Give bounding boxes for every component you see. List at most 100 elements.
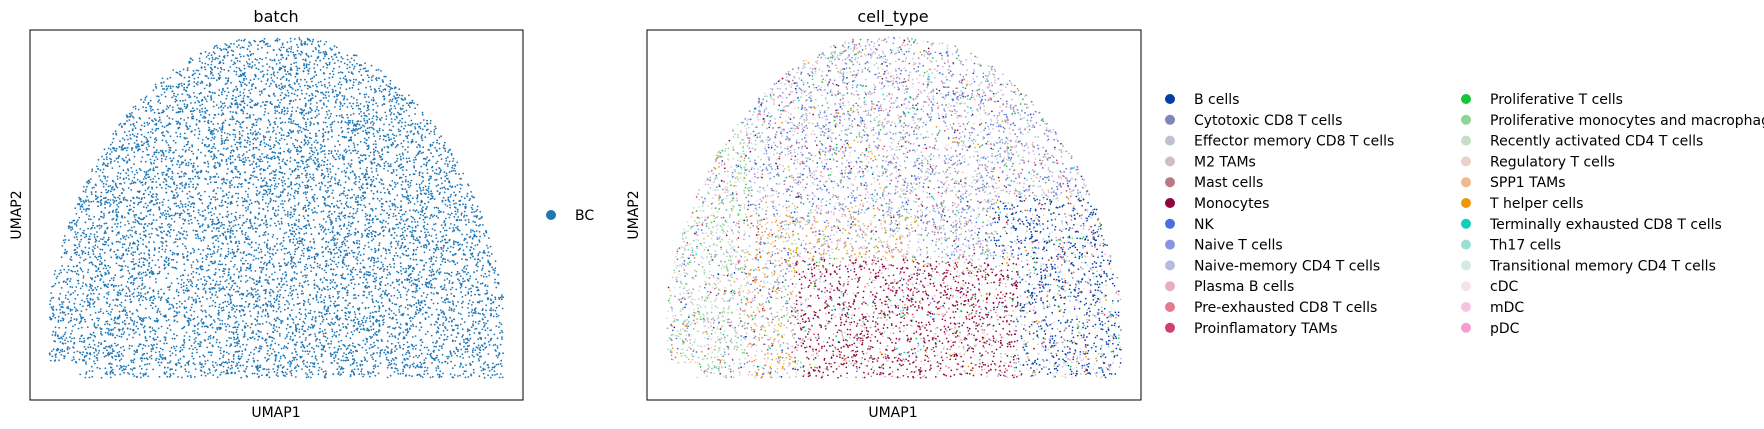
- scatter-point: [233, 273, 236, 276]
- scatter-point: [248, 159, 251, 162]
- scatter-point: [320, 368, 323, 371]
- scatter-point: [156, 95, 159, 98]
- scatter-point: [288, 251, 290, 254]
- scatter-point: [296, 153, 299, 156]
- scatter-point: [340, 126, 343, 129]
- scatter-point: [165, 217, 167, 220]
- scatter-point: [359, 254, 362, 257]
- scatter-point: [418, 354, 421, 357]
- scatter-point: [339, 87, 342, 89]
- scatter-point: [270, 77, 273, 79]
- scatter-point: [308, 94, 311, 97]
- scatter-point: [276, 185, 278, 188]
- scatter-point: [375, 102, 377, 105]
- scatter-point: [280, 248, 283, 251]
- scatter-point: [320, 84, 323, 87]
- scatter-point: [429, 217, 431, 220]
- scatter-point: [235, 230, 238, 232]
- scatter-point: [404, 188, 407, 191]
- scatter-point: [463, 321, 466, 323]
- scatter-point: [116, 225, 118, 228]
- scatter-point: [441, 254, 444, 256]
- scatter-point: [406, 102, 408, 105]
- scatter-point: [394, 91, 397, 94]
- scatter-point: [171, 266, 174, 269]
- scatter-point: [171, 191, 174, 193]
- scatter-point: [383, 314, 386, 317]
- scatter-point: [94, 244, 97, 247]
- scatter-point: [185, 182, 187, 185]
- scatter-point: [204, 68, 207, 71]
- scatter-point: [487, 340, 490, 343]
- scatter-point: [215, 280, 218, 283]
- chart-title: batch: [253, 7, 298, 26]
- scatter-point: [308, 257, 311, 260]
- scatter-point: [315, 149, 318, 152]
- scatter-point: [323, 308, 326, 310]
- scatter-point: [349, 279, 352, 281]
- scatter-point: [409, 184, 412, 187]
- scatter-point: [427, 231, 429, 234]
- scatter-point: [384, 284, 387, 287]
- scatter-point: [155, 346, 158, 349]
- scatter-point: [438, 345, 441, 347]
- scatter-point: [175, 131, 178, 134]
- scatter-point: [212, 105, 215, 108]
- scatter-point: [296, 242, 299, 244]
- scatter-point: [487, 366, 490, 369]
- scatter-point: [423, 221, 426, 224]
- scatter-point: [328, 117, 330, 120]
- scatter-point: [306, 166, 309, 169]
- scatter-point: [67, 265, 70, 267]
- scatter-point: [230, 145, 233, 148]
- scatter-point: [311, 362, 314, 365]
- scatter-point: [161, 231, 163, 234]
- scatter-point: [272, 248, 274, 251]
- scatter-point: [289, 216, 292, 219]
- scatter-point: [422, 214, 425, 217]
- scatter-point: [378, 323, 381, 325]
- scatter-point: [468, 311, 470, 314]
- scatter-point: [294, 356, 297, 359]
- scatter-point: [147, 124, 149, 126]
- scatter-point: [343, 190, 345, 193]
- scatter-point: [238, 133, 241, 135]
- scatter-point: [352, 81, 355, 84]
- scatter-point: [214, 271, 217, 274]
- scatter-point: [416, 103, 419, 106]
- scatter-point: [410, 304, 413, 307]
- scatter-point: [212, 123, 215, 125]
- scatter-point: [116, 365, 118, 367]
- scatter-point: [494, 267, 497, 270]
- scatter-point: [245, 274, 247, 277]
- scatter-point: [281, 222, 283, 225]
- scatter-point: [282, 239, 285, 242]
- scatter-point: [301, 286, 304, 288]
- scatter-point: [351, 268, 354, 271]
- scatter-point: [232, 307, 235, 310]
- scatter-point: [187, 208, 189, 211]
- scatter-point: [433, 198, 436, 201]
- scatter-point: [52, 305, 55, 308]
- scatter-point: [127, 142, 130, 145]
- scatter-point: [372, 103, 374, 106]
- scatter-point: [326, 66, 328, 69]
- scatter-point: [246, 289, 249, 292]
- scatter-point: [123, 131, 126, 134]
- scatter-point: [355, 212, 357, 215]
- scatter-point: [209, 96, 212, 99]
- scatter-point: [433, 129, 436, 131]
- scatter-point: [195, 337, 198, 339]
- scatter-point: [161, 214, 164, 216]
- scatter-point: [218, 306, 221, 308]
- scatter-point: [483, 252, 486, 255]
- scatter-point: [342, 367, 345, 370]
- scatter-point: [492, 309, 495, 311]
- scatter-point: [96, 317, 99, 320]
- scatter-point: [82, 282, 84, 284]
- scatter-point: [216, 364, 219, 366]
- scatter-point: [90, 178, 92, 180]
- scatter-point: [389, 163, 392, 166]
- scatter-point: [280, 280, 283, 282]
- scatter-point: [398, 308, 400, 311]
